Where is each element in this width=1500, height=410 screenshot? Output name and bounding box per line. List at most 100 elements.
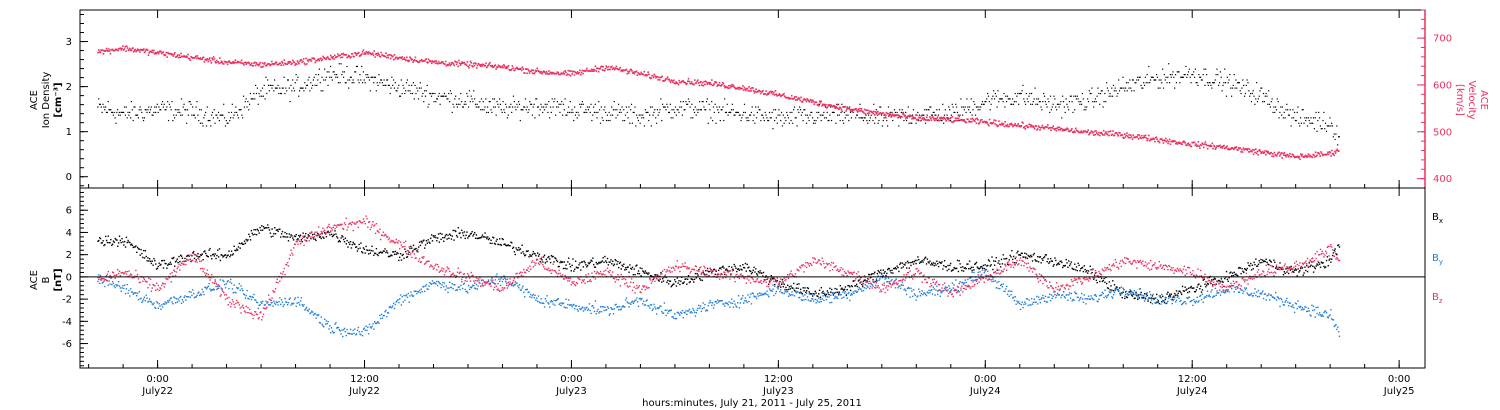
data-point xyxy=(998,101,1000,103)
data-point xyxy=(1188,68,1190,70)
data-point xyxy=(394,82,396,84)
data-point xyxy=(797,287,799,289)
data-point xyxy=(105,111,108,114)
data-point xyxy=(1281,157,1283,159)
data-point xyxy=(1126,135,1129,137)
data-point xyxy=(718,111,720,114)
data-point xyxy=(1279,262,1281,264)
data-point xyxy=(743,86,746,89)
data-point xyxy=(711,101,713,103)
data-point xyxy=(289,61,292,63)
data-point xyxy=(196,294,198,297)
data-point xyxy=(378,252,380,254)
data-point xyxy=(940,119,942,122)
data-point xyxy=(884,115,887,117)
series-ion-density xyxy=(97,63,1340,146)
data-point xyxy=(362,49,365,51)
data-point xyxy=(1337,244,1339,247)
data-point xyxy=(156,267,159,270)
data-point xyxy=(271,228,273,230)
data-point xyxy=(918,119,920,122)
data-point xyxy=(1058,106,1060,108)
data-point xyxy=(434,282,436,284)
data-point xyxy=(464,288,466,291)
data-point xyxy=(119,114,121,116)
data-point xyxy=(674,82,677,85)
data-point xyxy=(955,106,958,108)
data-point xyxy=(195,55,197,58)
data-point xyxy=(1223,285,1225,288)
data-point xyxy=(617,260,619,263)
data-point xyxy=(724,269,727,271)
data-point xyxy=(170,297,172,299)
data-point xyxy=(948,106,950,108)
data-point xyxy=(413,290,416,292)
data-point xyxy=(255,234,258,236)
data-point xyxy=(657,78,660,81)
data-point xyxy=(142,119,145,122)
data-point xyxy=(143,48,145,50)
data-point xyxy=(1139,76,1141,78)
data-point xyxy=(1147,134,1150,137)
data-point xyxy=(1043,92,1045,95)
data-point xyxy=(616,109,618,111)
data-point xyxy=(1003,258,1005,260)
data-point xyxy=(222,114,224,116)
data-point xyxy=(399,95,402,97)
data-point xyxy=(1078,264,1080,267)
data-point xyxy=(341,56,344,59)
data-point xyxy=(691,103,693,105)
data-point xyxy=(1012,255,1015,258)
data-point xyxy=(559,73,562,76)
data-point xyxy=(1052,265,1054,267)
data-point xyxy=(246,289,248,292)
data-point xyxy=(642,114,644,116)
data-point xyxy=(401,56,404,58)
data-point xyxy=(653,73,656,76)
data-point xyxy=(399,298,401,300)
data-point xyxy=(1082,270,1085,273)
data-point xyxy=(1107,287,1110,290)
data-point xyxy=(501,111,503,114)
data-point xyxy=(1329,117,1331,119)
data-point xyxy=(1066,262,1068,264)
data-point xyxy=(1164,79,1166,81)
data-point xyxy=(608,111,610,114)
data-point xyxy=(1198,73,1200,76)
data-point xyxy=(539,260,541,263)
data-point xyxy=(1216,280,1218,282)
data-point xyxy=(254,299,256,301)
data-point xyxy=(773,109,775,111)
data-point xyxy=(619,66,622,69)
data-point xyxy=(144,250,147,252)
data-point xyxy=(986,98,988,100)
data-point xyxy=(141,252,143,255)
data-point xyxy=(556,101,558,103)
series-bx xyxy=(97,224,1341,305)
data-point xyxy=(1057,103,1059,105)
data-point xyxy=(242,62,244,65)
data-point xyxy=(546,260,548,263)
data-point xyxy=(361,65,363,68)
data-point xyxy=(636,272,639,275)
data-point xyxy=(805,122,808,124)
data-point xyxy=(565,264,567,266)
data-point xyxy=(521,244,523,246)
data-point xyxy=(473,90,475,92)
data-point xyxy=(500,244,503,247)
data-point xyxy=(98,49,100,51)
data-point xyxy=(167,119,170,122)
data-point xyxy=(803,290,805,292)
data-point xyxy=(1160,79,1162,81)
data-point xyxy=(778,109,780,111)
data-point xyxy=(106,280,109,282)
data-point xyxy=(239,289,241,291)
data-point xyxy=(219,61,222,64)
data-point xyxy=(233,284,235,286)
data-point xyxy=(1088,90,1090,92)
data-point xyxy=(187,53,189,56)
data-point xyxy=(153,257,155,260)
data-point xyxy=(524,254,526,257)
data-point xyxy=(884,270,886,273)
data-point xyxy=(1087,129,1089,131)
